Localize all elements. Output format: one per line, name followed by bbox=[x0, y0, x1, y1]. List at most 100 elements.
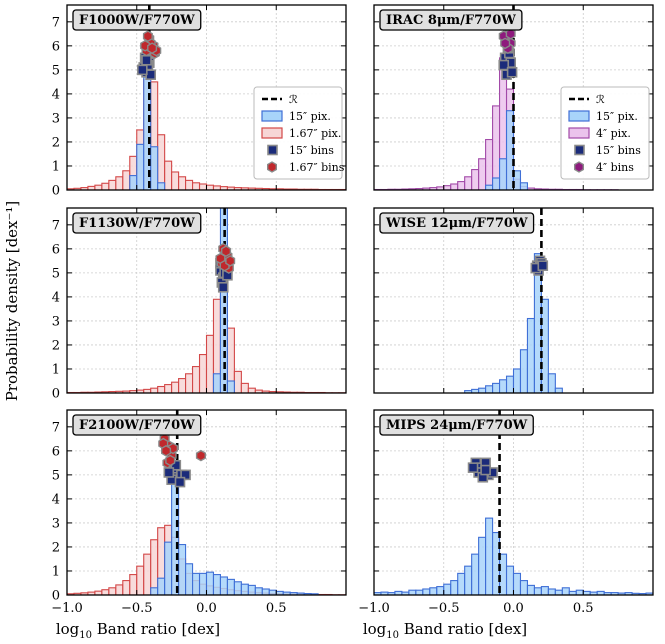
hist-15-bar bbox=[478, 387, 487, 393]
x-tick-label: −0.5 bbox=[121, 601, 153, 616]
x-label-log: log bbox=[56, 620, 80, 638]
hist-15-bar bbox=[519, 182, 528, 190]
hist-15-bar bbox=[519, 580, 528, 595]
hist-fine-bar bbox=[192, 366, 201, 393]
hist-fine-bar bbox=[178, 176, 187, 190]
legend-bins15-label: 15″ bins bbox=[596, 144, 641, 157]
hist-15-bar bbox=[429, 587, 438, 595]
hist-15-bar bbox=[178, 543, 187, 595]
hist-15-bar bbox=[485, 385, 494, 393]
hist-15-bar bbox=[492, 382, 501, 393]
hist-fine-bar bbox=[122, 580, 131, 595]
y-tick-label: 3 bbox=[52, 516, 60, 531]
panel-title-box bbox=[379, 212, 535, 234]
hist-15-bar bbox=[422, 588, 431, 595]
panel-title-text: F1130W/F770W bbox=[79, 216, 195, 231]
hist-15-bar bbox=[512, 170, 522, 190]
y-tick-label: 4 bbox=[52, 492, 60, 507]
legend-pixfine-marker bbox=[261, 127, 283, 139]
hist-fine-bar bbox=[122, 170, 131, 190]
hist-fine-bar bbox=[150, 539, 159, 595]
y-tick-label: 2 bbox=[52, 540, 60, 555]
legend-pix15-label: 15″ pix. bbox=[596, 110, 638, 123]
hist-fine-bar bbox=[94, 184, 103, 190]
hist-15-bar bbox=[164, 541, 173, 595]
x-tick-label: 0.0 bbox=[503, 601, 524, 616]
panel-title-text: IRAC 8μm/F770W bbox=[386, 13, 516, 28]
x-tick-label: −1.0 bbox=[51, 601, 83, 616]
hist-fine-bar bbox=[457, 181, 466, 190]
hist-15-bar bbox=[540, 586, 549, 595]
binfine-point bbox=[165, 454, 176, 467]
binfine-point bbox=[225, 255, 236, 267]
hist-15-bar bbox=[471, 553, 480, 595]
plot-area bbox=[67, 410, 346, 595]
bin15-point bbox=[467, 462, 479, 473]
hist-15-bar bbox=[505, 565, 515, 595]
panel-title: F1130W/F770W bbox=[72, 212, 202, 234]
y-tick-label: 5 bbox=[52, 63, 60, 78]
hist-15-bar bbox=[408, 589, 417, 595]
bin15-point bbox=[180, 469, 191, 481]
hist-15-bar bbox=[547, 373, 556, 393]
y-tick-label: 0 bbox=[52, 387, 60, 402]
x-tick-label: 0.5 bbox=[573, 601, 594, 616]
bin15-point bbox=[498, 59, 510, 71]
binfine-point bbox=[220, 245, 232, 258]
hist-15-bar bbox=[478, 536, 487, 595]
panel-bottom-left: −1.0 −0.5 0.0 0.5 0 1 2 3 4 5 6 7 F2100W/F770W bbox=[51, 409, 347, 616]
y-tick-label: 7 bbox=[52, 15, 60, 30]
hist-15-bar bbox=[150, 146, 159, 190]
legend-binsfine-marker bbox=[574, 161, 584, 173]
hist-fine-bar bbox=[164, 384, 173, 393]
hist-15-bar bbox=[457, 572, 466, 595]
legend-box bbox=[253, 86, 343, 180]
y-tick-label: 1 bbox=[52, 159, 60, 174]
hist-15-bar bbox=[450, 580, 459, 595]
bin15-point bbox=[174, 476, 186, 488]
hist-fine-bar bbox=[240, 382, 249, 393]
hist-15-bar bbox=[498, 379, 508, 393]
y-tick-label: 3 bbox=[52, 314, 60, 329]
legend-pix15-marker bbox=[261, 110, 283, 122]
hist-15-bar bbox=[512, 572, 522, 595]
y-tick-label: 0 bbox=[52, 184, 60, 199]
x-tick-label: 0.5 bbox=[266, 601, 287, 616]
hist-fine-bar bbox=[198, 183, 208, 190]
y-tick-label: 3 bbox=[52, 111, 60, 126]
hist-fine-bar bbox=[143, 553, 152, 595]
hist-15-bar bbox=[157, 182, 166, 190]
panel-title-text: F1000W/F770W bbox=[79, 13, 195, 28]
legend: ℛ 15″ pix. 4″ pix. 15″ bins 4″ bins bbox=[560, 86, 650, 180]
x-tick-label: 0.0 bbox=[196, 601, 217, 616]
y-tick-label: 1 bbox=[52, 564, 60, 579]
hist-15-bar bbox=[185, 563, 194, 595]
legend-binsfine-label: 4″ bins bbox=[596, 161, 634, 174]
hist-15-bar bbox=[219, 576, 228, 595]
hist-15-bar bbox=[129, 175, 138, 190]
hist-15-bar bbox=[415, 589, 424, 595]
y-tick-label: 5 bbox=[52, 266, 60, 281]
y-tick-label: 5 bbox=[52, 468, 60, 483]
binfine-point bbox=[147, 42, 158, 55]
hist-fine-bar bbox=[115, 176, 124, 190]
hist-fine-bar bbox=[157, 134, 166, 190]
hist-15-bar bbox=[526, 317, 535, 393]
hist-fine-bar bbox=[108, 179, 117, 190]
hist-15-bar bbox=[268, 589, 277, 595]
hist-15-bar bbox=[150, 587, 159, 595]
hist-15-bar bbox=[157, 577, 166, 595]
hist-fine-bar bbox=[185, 373, 194, 393]
y-tick-label: 0 bbox=[52, 589, 60, 604]
panel-title: IRAC 8μm/F770W bbox=[379, 9, 523, 31]
legend-ratio-label: ℛ bbox=[596, 93, 605, 106]
hist-15-bar bbox=[198, 572, 208, 595]
panel-title-box bbox=[379, 9, 523, 31]
y-tick-label: 2 bbox=[52, 135, 60, 150]
panel-title: F2100W/F770W bbox=[72, 414, 202, 436]
legend-pix15-marker bbox=[568, 110, 590, 122]
hist-15-bar bbox=[505, 375, 515, 393]
panel-title-text: F2100W/F770W bbox=[79, 418, 195, 433]
hist-15-bar bbox=[226, 578, 235, 595]
